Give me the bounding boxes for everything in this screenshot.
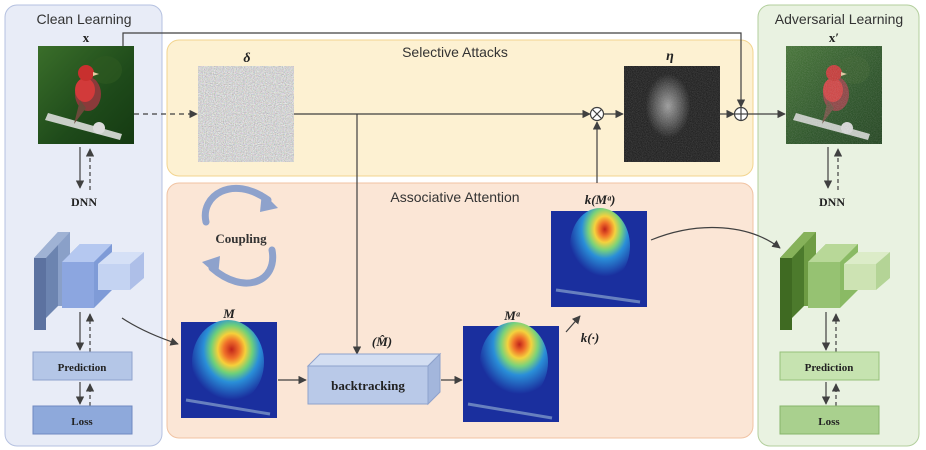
adversarial-bird-image — [786, 46, 882, 144]
prediction-right-box — [779, 351, 880, 381]
x-bypass-line — [122, 32, 746, 108]
m-hat-label: (M̂) — [372, 334, 392, 349]
adversarial-learning-title: Adversarial Learning — [775, 11, 903, 27]
kma-heatmap — [551, 208, 647, 307]
ma-to-kma-arrow — [565, 315, 581, 333]
loss-left-label: Loss — [71, 416, 93, 428]
oplus-operator — [733, 106, 749, 122]
dnn-right-label: DNN — [819, 195, 845, 209]
coupling-icon — [201, 185, 278, 287]
otimes-operator — [589, 106, 605, 122]
ma-label: Mᵃ — [503, 308, 521, 323]
m-heatmap — [181, 320, 277, 418]
x-label: x — [83, 30, 90, 45]
prediction-left-box — [32, 351, 133, 381]
coupling-label: Coupling — [215, 231, 267, 246]
selective-attacks-title: Selective Attacks — [402, 44, 508, 60]
clean-learning-title: Clean Learning — [37, 11, 132, 27]
associative-attention-title: Associative Attention — [390, 189, 519, 205]
clean-bird-image — [38, 46, 134, 144]
dnn-to-m-curve — [121, 317, 179, 346]
dnn-left-label: DNN — [71, 195, 97, 209]
loss-right-box — [779, 405, 880, 435]
dnn-right-network — [780, 232, 890, 330]
dnn-left-network — [34, 232, 144, 330]
delta-noise-image — [198, 66, 294, 162]
kma-to-dnn-right-curve — [650, 226, 781, 249]
eta-image — [624, 66, 720, 162]
loss-left-box — [32, 405, 133, 435]
eta-label: η — [666, 49, 674, 64]
x-prime-label: x′ — [829, 30, 839, 45]
ma-heatmap — [463, 322, 559, 422]
k-dot-label: k(·) — [581, 330, 599, 345]
prediction-left-label: Prediction — [58, 362, 107, 374]
selective-attacks-panel — [166, 39, 754, 177]
prediction-right-label: Prediction — [805, 362, 854, 374]
loss-right-label: Loss — [818, 416, 840, 428]
backtracking-label: backtracking — [331, 378, 405, 393]
backtracking-box — [306, 352, 442, 406]
delta-label: δ — [243, 51, 250, 66]
m-label: M — [222, 306, 235, 321]
kma-label: k(Mᵃ) — [585, 192, 616, 207]
